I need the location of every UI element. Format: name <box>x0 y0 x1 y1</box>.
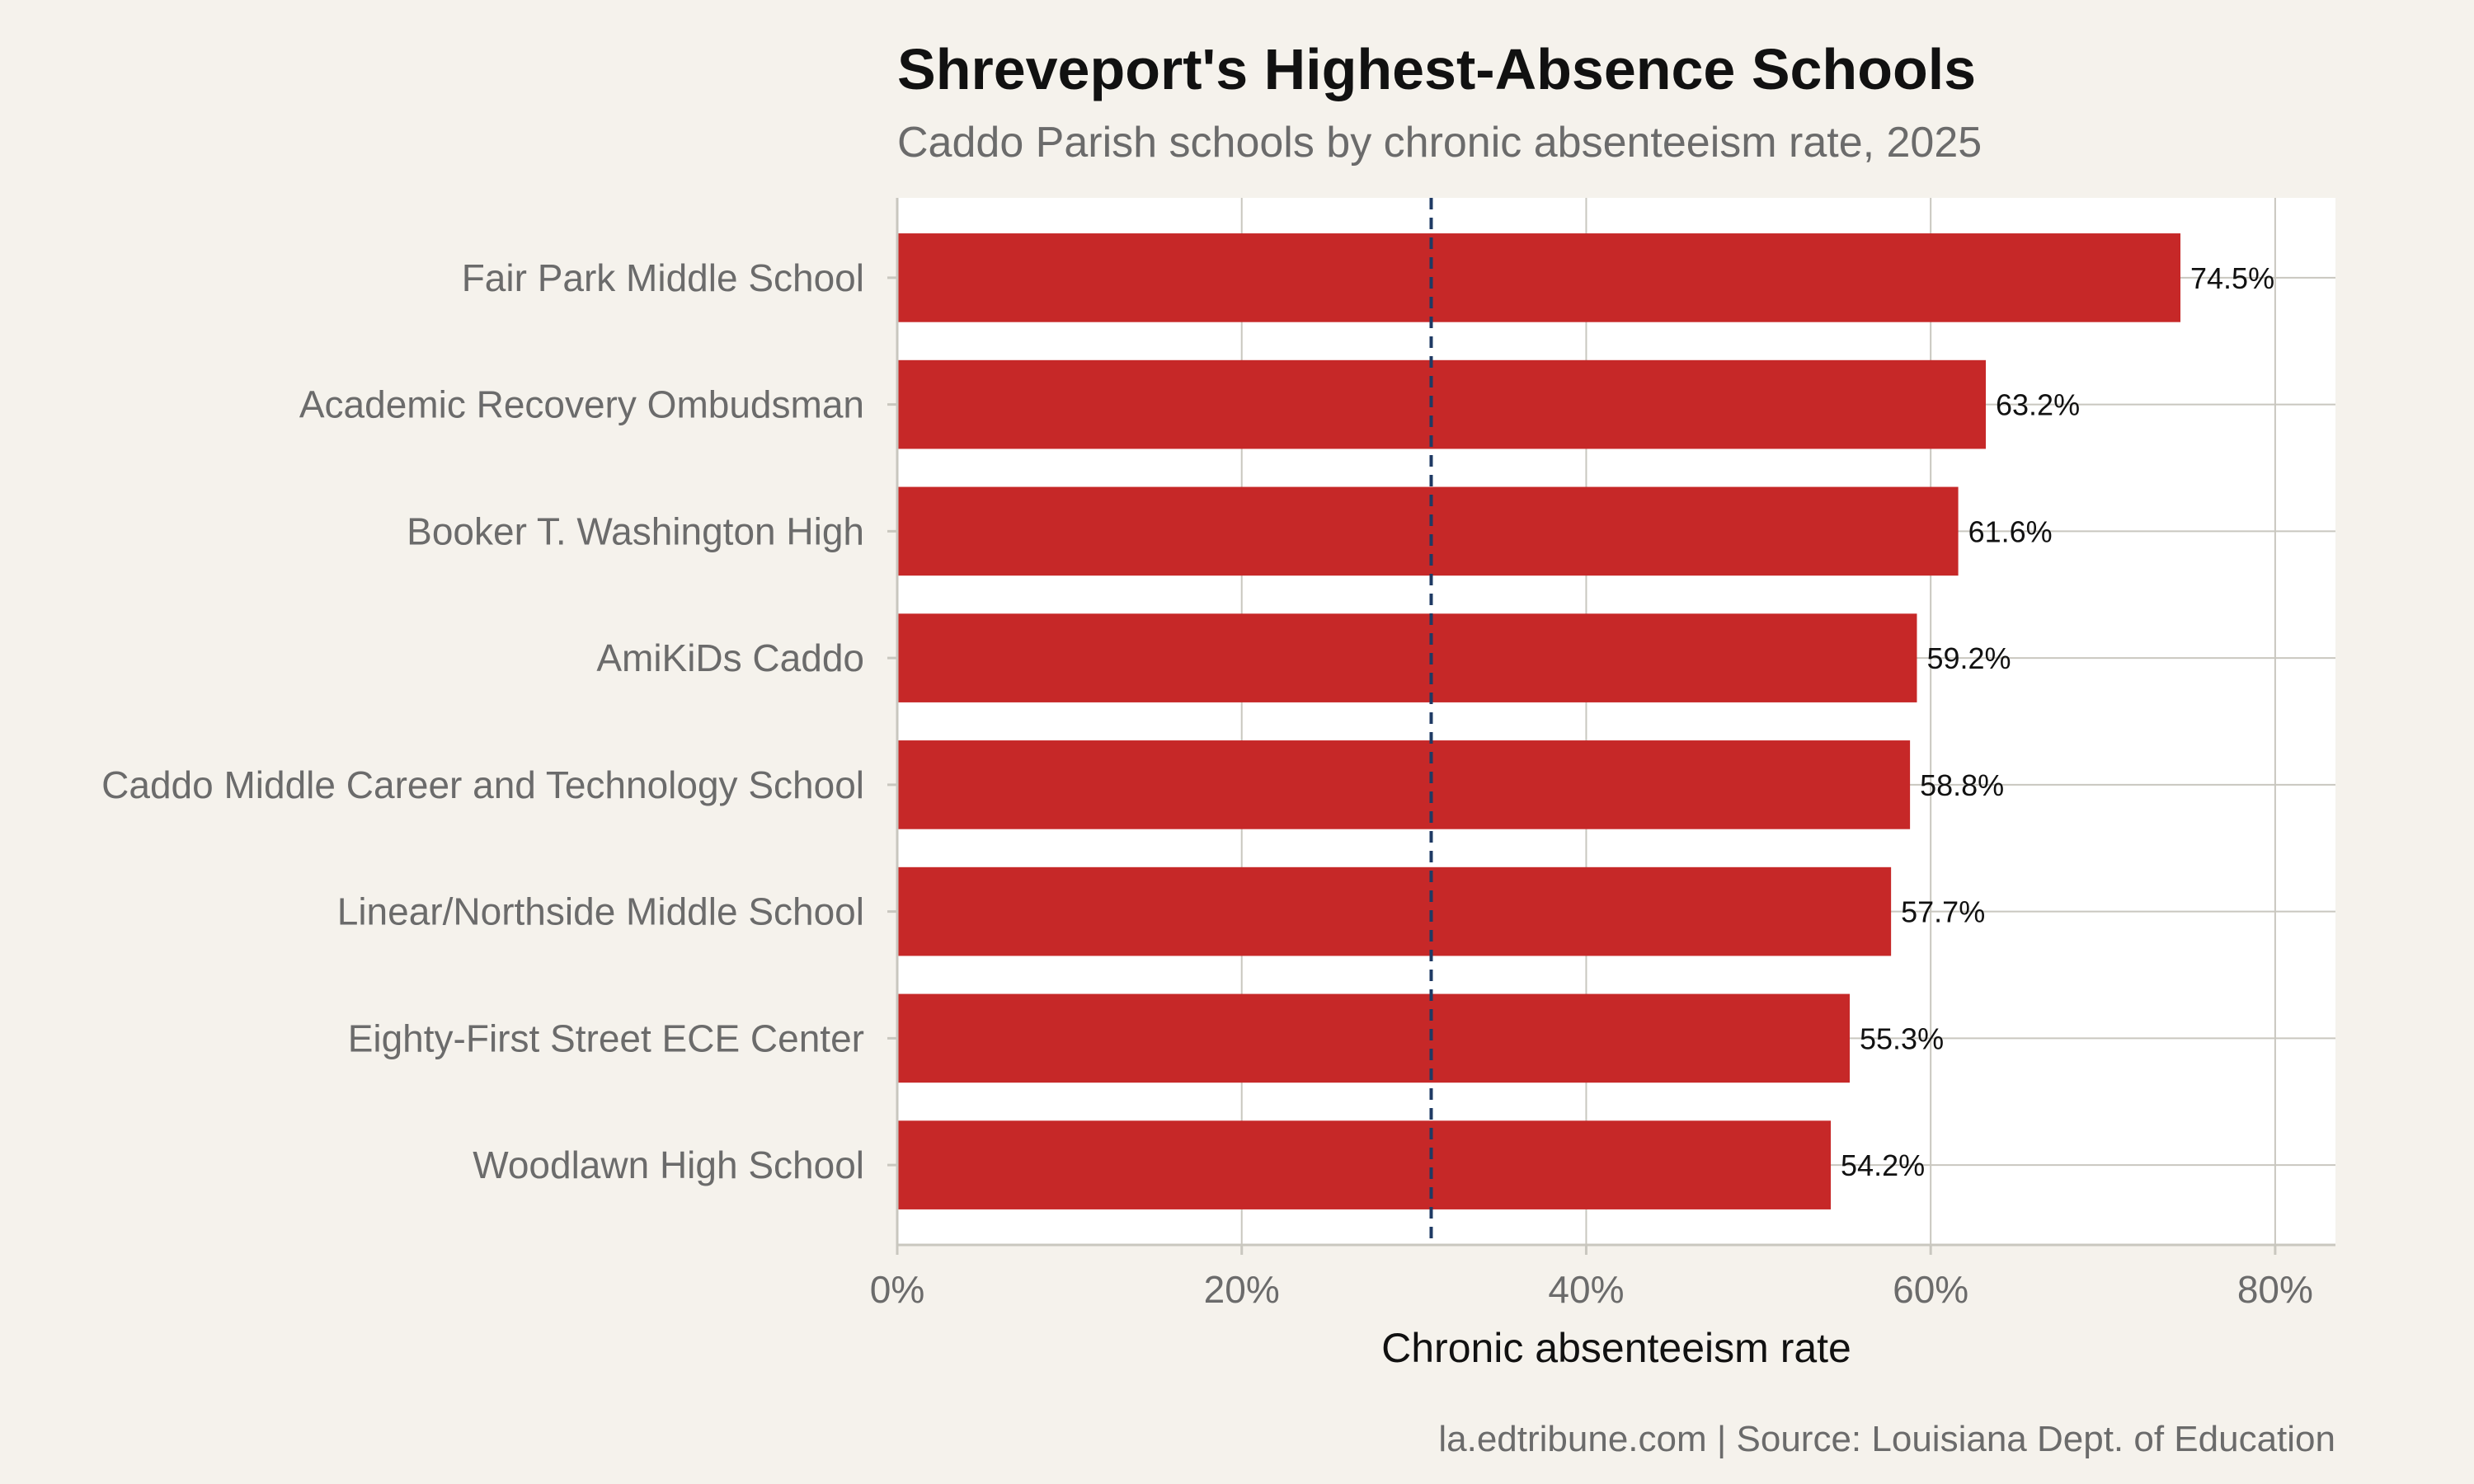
bar-7 <box>897 1120 1832 1209</box>
value-label-0: 74.5% <box>2190 261 2274 295</box>
value-label-5: 57.7% <box>1901 895 1985 929</box>
category-label-3: AmiKiDs Caddo <box>596 636 864 679</box>
bar-3 <box>897 613 1917 702</box>
chart-title: Shreveport's Highest-Absence Schools <box>897 37 1976 101</box>
value-label-4: 58.8% <box>1920 768 2004 802</box>
bar-5 <box>897 866 1892 956</box>
category-label-0: Fair Park Middle School <box>462 256 864 299</box>
category-label-1: Academic Recovery Ombudsman <box>299 383 864 426</box>
labels: 74.5% Fair Park Middle School 63.2% Academi… <box>101 256 2313 1311</box>
category-label-5: Linear/Northside Middle School <box>337 890 864 933</box>
category-label-6: Eighty-First Street ECE Center <box>348 1017 864 1059</box>
bar-0 <box>897 233 2181 322</box>
bars <box>897 233 2181 1209</box>
x-tick-label-2: 40% <box>1548 1268 1624 1311</box>
category-label-7: Woodlawn High School <box>473 1144 864 1186</box>
value-label-2: 61.6% <box>1968 514 2053 548</box>
bar-2 <box>897 486 1959 576</box>
x-tick-label-4: 80% <box>2237 1268 2313 1311</box>
x-tick-label-3: 60% <box>1893 1268 1968 1311</box>
value-label-7: 54.2% <box>1841 1148 1925 1182</box>
chart-subtitle: Caddo Parish schools by chronic absentee… <box>897 119 1982 167</box>
x-tick-label-0: 0% <box>870 1268 924 1311</box>
axes <box>887 198 2335 1255</box>
bar-1 <box>897 359 1987 449</box>
bar-6 <box>897 993 1851 1083</box>
x-axis-title: Chronic absenteeism rate <box>1381 1325 1851 1371</box>
value-label-6: 55.3% <box>1860 1021 1944 1055</box>
plot-panel <box>897 198 2335 1245</box>
bar-4 <box>897 740 1911 829</box>
category-label-4: Caddo Middle Career and Technology Schoo… <box>101 763 864 806</box>
value-label-3: 59.2% <box>1926 641 2011 675</box>
category-label-2: Booker T. Washington High <box>407 510 864 552</box>
chart-caption: la.edtribune.com | Source: Louisiana Dep… <box>1438 1419 2335 1459</box>
value-label-1: 63.2% <box>1996 388 2080 422</box>
x-tick-label-1: 20% <box>1204 1268 1280 1311</box>
